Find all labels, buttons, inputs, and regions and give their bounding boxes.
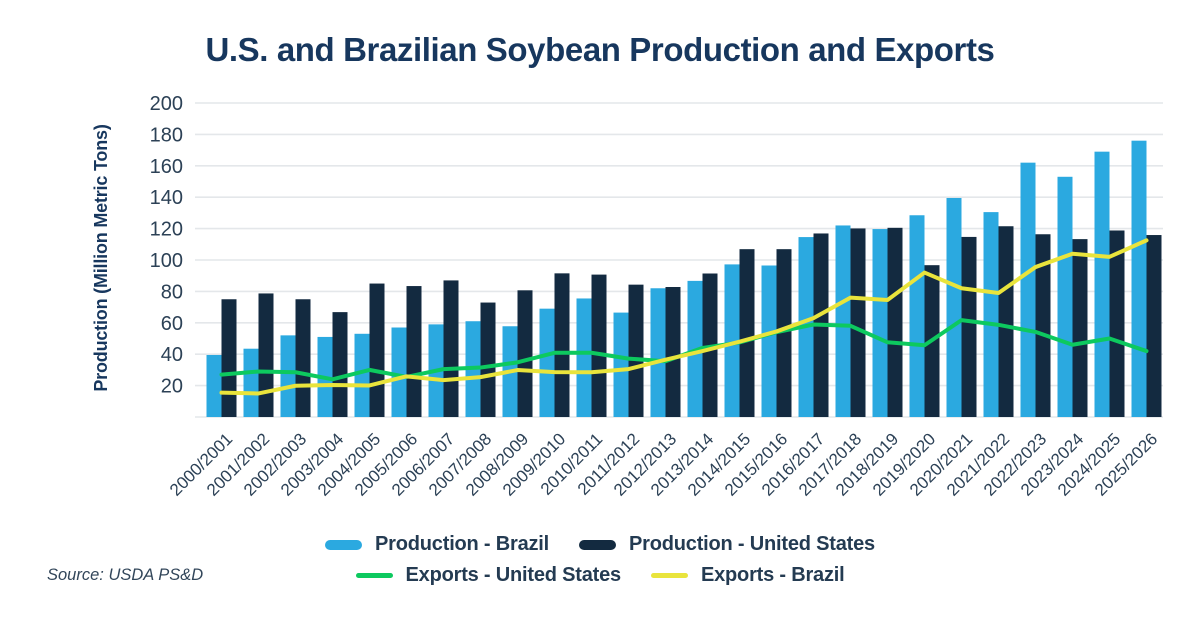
bar-production-brazil [1020, 162, 1036, 417]
bar-production-brazil [946, 197, 962, 417]
y-tick-label: 200 [150, 93, 183, 115]
bar-production-brazil [1094, 151, 1110, 418]
production-brazil-swatch-icon [325, 539, 363, 550]
bar-production-united-states [998, 226, 1014, 417]
bar-production-brazil [1057, 176, 1073, 417]
y-tick-label: 120 [150, 219, 183, 241]
bar-production-brazil [280, 335, 296, 417]
y-tick-label: 180 [150, 124, 183, 146]
y-tick-label: 140 [150, 187, 183, 209]
bar-production-brazil [983, 212, 999, 417]
bar-production-united-states [665, 287, 681, 417]
source-note: Source: USDA PS&D [47, 566, 204, 584]
bar-production-brazil [206, 354, 222, 417]
legend-item-production-brazil: Production - Brazil [325, 533, 549, 556]
bar-production-united-states [221, 299, 237, 417]
bar-production-united-states [739, 249, 755, 417]
bar-production-united-states [517, 290, 533, 417]
bar-production-brazil [724, 264, 740, 417]
bar-production-brazil [761, 265, 777, 417]
bar-production-brazil [650, 288, 666, 417]
bar-production-united-states [776, 249, 792, 417]
legend-item-exports-us: Exports - United States [355, 564, 622, 587]
exports-us-line-swatch-icon [355, 573, 393, 578]
bar-production-united-states [628, 284, 644, 417]
bar-production-united-states [591, 274, 607, 417]
bar-production-united-states [258, 293, 274, 417]
bar-production-united-states [406, 286, 422, 417]
y-tick-label: 20 [161, 376, 183, 398]
bar-production-united-states [480, 302, 496, 417]
bar-production-united-states [332, 312, 348, 417]
line-exports-brazil [219, 238, 1149, 396]
chart-legend: Production - Brazil Production - United … [0, 533, 1200, 587]
bar-production-united-states [1146, 235, 1162, 417]
legend-label-exports-brazil: Exports - Brazil [700, 564, 845, 586]
legend-label-production-brazil: Production - Brazil [375, 533, 550, 555]
bar-production-brazil [243, 348, 259, 417]
y-tick-label: 100 [150, 250, 183, 272]
bar-production-united-states [850, 228, 866, 417]
bar-production-united-states [295, 299, 311, 417]
y-tick-label: 40 [161, 344, 183, 366]
bar-production-united-states [1109, 230, 1125, 417]
bar-production-united-states [554, 273, 570, 417]
bar-production-united-states [887, 227, 903, 417]
bar-production-united-states [1072, 239, 1088, 417]
legend-label-exports-us: Exports - United States [405, 564, 622, 586]
bar-production-brazil [1131, 140, 1147, 417]
bar-production-brazil [613, 312, 629, 417]
bar-production-united-states [961, 236, 977, 417]
production-us-swatch-icon [579, 539, 617, 550]
bar-production-united-states [369, 283, 385, 417]
exports-brazil-line-swatch-icon [650, 573, 688, 578]
y-tick-label: 60 [161, 313, 183, 335]
legend-label-production-us: Production - United States [629, 533, 875, 555]
bar-production-united-states [1035, 234, 1051, 417]
bar-production-united-states [443, 280, 459, 417]
bar-production-brazil [909, 215, 925, 417]
chart-title: U.S. and Brazilian Soybean Production an… [205, 31, 995, 68]
y-tick-label: 80 [161, 281, 183, 303]
legend-row-exports: Exports - United States Exports - Brazil [355, 564, 845, 587]
legend-row-production: Production - Brazil Production - United … [325, 533, 875, 556]
bar-production-brazil [354, 333, 370, 417]
bar-production-brazil [539, 308, 555, 417]
bar-production-brazil [576, 298, 592, 417]
legend-item-exports-brazil: Exports - Brazil [650, 564, 845, 587]
bar-production-brazil [872, 229, 888, 417]
legend-item-production-us: Production - United States [579, 533, 875, 556]
chart-plot-area: Production (Million Metric Tons) 20 40 60 8… [91, 93, 1163, 500]
y-axis-title: Production (Million Metric Tons) [91, 124, 111, 391]
bar-production-brazil [835, 225, 851, 417]
bar-production-brazil [391, 327, 407, 417]
y-tick-label: 160 [150, 156, 183, 178]
